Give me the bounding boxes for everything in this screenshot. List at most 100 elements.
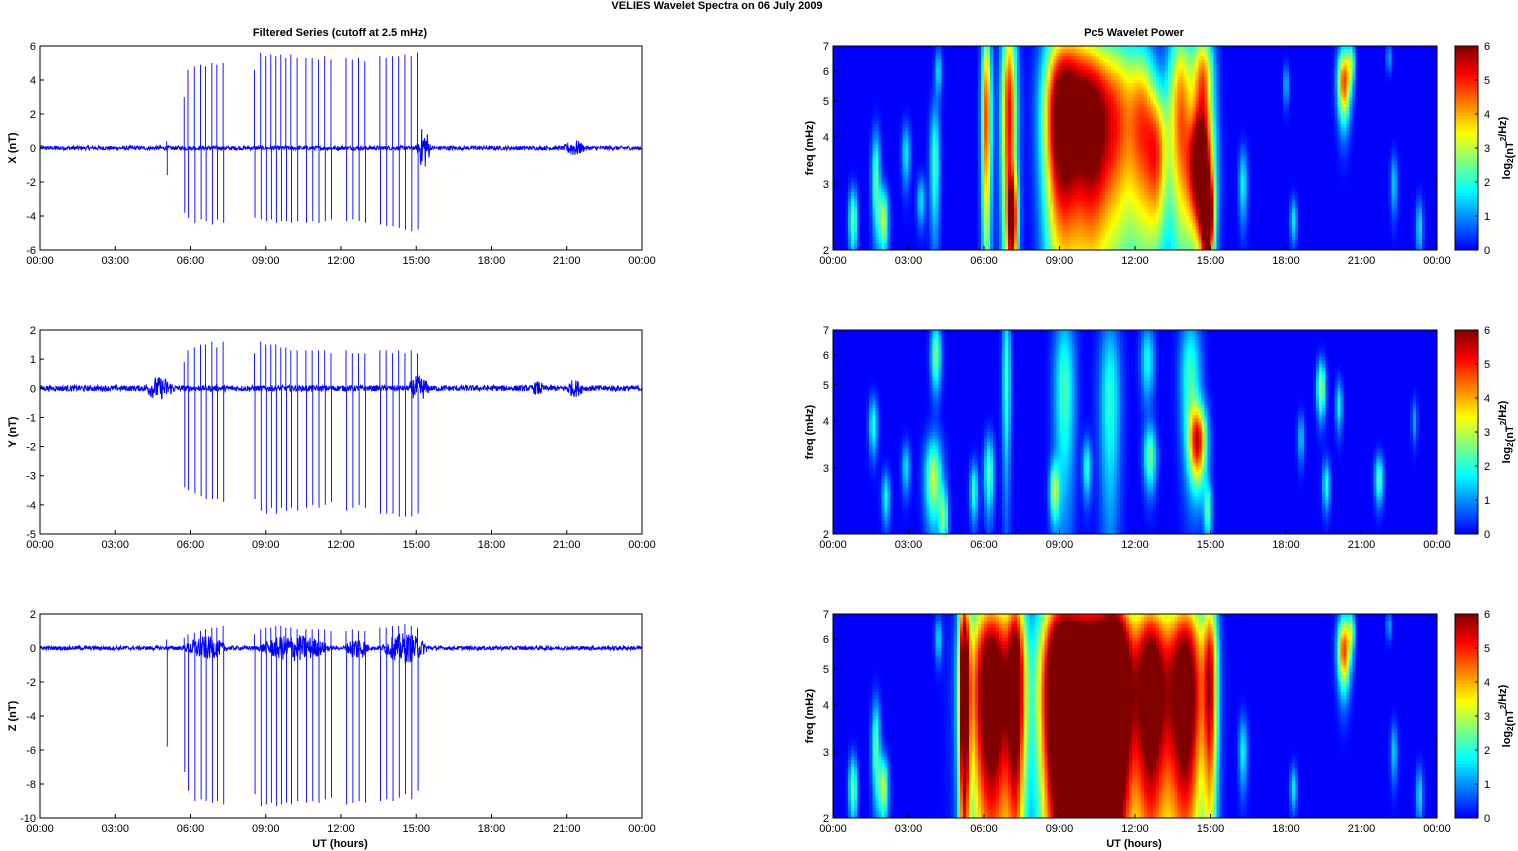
x-tick-label: 12:00: [327, 539, 355, 551]
y-tick-label: -5: [26, 529, 36, 541]
colorbar-cell: [1455, 46, 1478, 50]
y-tick-label: -4: [26, 211, 36, 223]
x-tick-label: 18:00: [1272, 255, 1300, 267]
colorbar-cell: [1455, 116, 1478, 120]
colorbar-cell: [1455, 109, 1478, 114]
colorbar-tick-label: 0: [1484, 529, 1490, 541]
y-tick-label: -2: [26, 677, 36, 689]
colorbar-cell: [1455, 680, 1478, 685]
y-axis-label: Y (nT): [7, 416, 19, 447]
colorbar-cell: [1455, 767, 1478, 771]
colorbar-cell: [1455, 438, 1478, 443]
colorbar-cell: [1455, 479, 1478, 484]
x-tick-label: 03:00: [101, 255, 129, 267]
colorbar-tick-label: 4: [1484, 109, 1490, 121]
colorbar-cell: [1455, 703, 1478, 707]
colorbar-cell: [1455, 808, 1478, 813]
colorbar-tick-label: 4: [1484, 677, 1490, 689]
figure-title: VELIES Wavelet Spectra on 06 July 2009: [611, 0, 822, 12]
y-tick-label: 3: [823, 747, 829, 759]
y-tick-label: 4: [823, 700, 829, 712]
x-tick-label: 21:00: [1348, 823, 1376, 835]
y-tick-label: 7: [823, 609, 829, 621]
x-tick-label: 09:00: [1046, 539, 1074, 551]
colorbar-cell: [1455, 521, 1478, 525]
colorbar-cell: [1455, 412, 1478, 417]
colorbar-cell: [1455, 693, 1478, 698]
x-tick-label: 21:00: [553, 823, 581, 835]
colorbar-cell: [1455, 530, 1478, 535]
colorbar-cell: [1455, 234, 1478, 238]
colorbar-cell: [1455, 208, 1478, 213]
colorbar-cell: [1455, 709, 1478, 714]
colorbar-cell: [1455, 205, 1478, 210]
colorbar-cell: [1455, 87, 1478, 92]
x-tick-label: 15:00: [402, 255, 430, 267]
colorbar-cell: [1455, 221, 1478, 225]
colorbar-tick-label: 1: [1484, 779, 1490, 791]
colorbar-cell: [1455, 125, 1478, 130]
colorbar-cell: [1455, 199, 1478, 203]
colorbar-label: log2(nT2/Hz): [1497, 684, 1516, 747]
colorbar-cell: [1455, 170, 1478, 174]
colorbar-cell: [1455, 119, 1478, 123]
left-x-axis-label: UT (hours): [312, 838, 368, 850]
x-tick-label: 09:00: [252, 823, 280, 835]
x-power-cells: [833, 46, 1438, 251]
colorbar-cell: [1455, 355, 1478, 360]
colorbar-cell: [1455, 144, 1478, 149]
colorbar-cell: [1455, 645, 1478, 650]
colorbar-cell: [1455, 454, 1478, 458]
colorbar-cell: [1455, 757, 1478, 762]
x-tick-label: 06:00: [970, 823, 998, 835]
colorbar-cell: [1455, 387, 1478, 392]
colorbar-cell: [1455, 502, 1478, 506]
colorbar-cell: [1455, 148, 1478, 152]
colorbar-cell: [1455, 227, 1478, 232]
colorbar-cell: [1455, 639, 1478, 644]
colorbar-cell: [1455, 524, 1478, 529]
colorbar-cell: [1455, 218, 1478, 222]
colorbar-cell: [1455, 336, 1478, 341]
colorbar-cell: [1455, 789, 1478, 793]
colorbar-cell: [1455, 495, 1478, 500]
x-tick-label: 15:00: [1197, 823, 1225, 835]
colorbar-cell: [1455, 74, 1478, 79]
y-axis-label: Z (nT): [7, 700, 19, 731]
colorbar-cell: [1455, 754, 1478, 758]
colorbar-cell: [1455, 508, 1478, 513]
x-tick-label: 21:00: [1348, 255, 1376, 267]
colorbar-cell: [1455, 100, 1478, 104]
colorbar-cell: [1455, 722, 1478, 727]
colorbar-cell: [1455, 658, 1478, 663]
colorbar-cell: [1455, 802, 1478, 806]
colorbar-cell: [1455, 620, 1478, 625]
colorbar-cell: [1455, 649, 1478, 653]
x-tick-label: 15:00: [1197, 539, 1225, 551]
colorbar-cell: [1455, 617, 1478, 621]
colorbar-cell: [1455, 406, 1478, 411]
y-tick-label: 4: [823, 132, 829, 144]
colorbar-tick-label: 5: [1484, 643, 1490, 655]
colorbar-cell: [1455, 81, 1478, 85]
colorbar-label: log2(nT2/Hz): [1497, 400, 1516, 463]
x-tick-label: 15:00: [402, 823, 430, 835]
x-tick-label: 15:00: [402, 539, 430, 551]
colorbar-cell: [1455, 514, 1478, 519]
colorbar-cell: [1455, 71, 1478, 76]
colorbar-cell: [1455, 684, 1478, 688]
colorbar-cell: [1455, 451, 1478, 455]
colorbar-cell: [1455, 138, 1478, 143]
colorbar-cell: [1455, 400, 1478, 404]
colorbar-cell: [1455, 467, 1478, 471]
colorbar-cell: [1455, 805, 1478, 809]
y-tick-label: 7: [823, 41, 829, 53]
colorbar-cell: [1455, 674, 1478, 679]
colorbar-cell: [1455, 141, 1478, 146]
colorbar-tick-label: 1: [1484, 211, 1490, 223]
y-tick-label: 4: [30, 75, 36, 87]
colorbar-cell: [1455, 687, 1478, 691]
x-tick-label: 00:00: [1423, 539, 1451, 551]
